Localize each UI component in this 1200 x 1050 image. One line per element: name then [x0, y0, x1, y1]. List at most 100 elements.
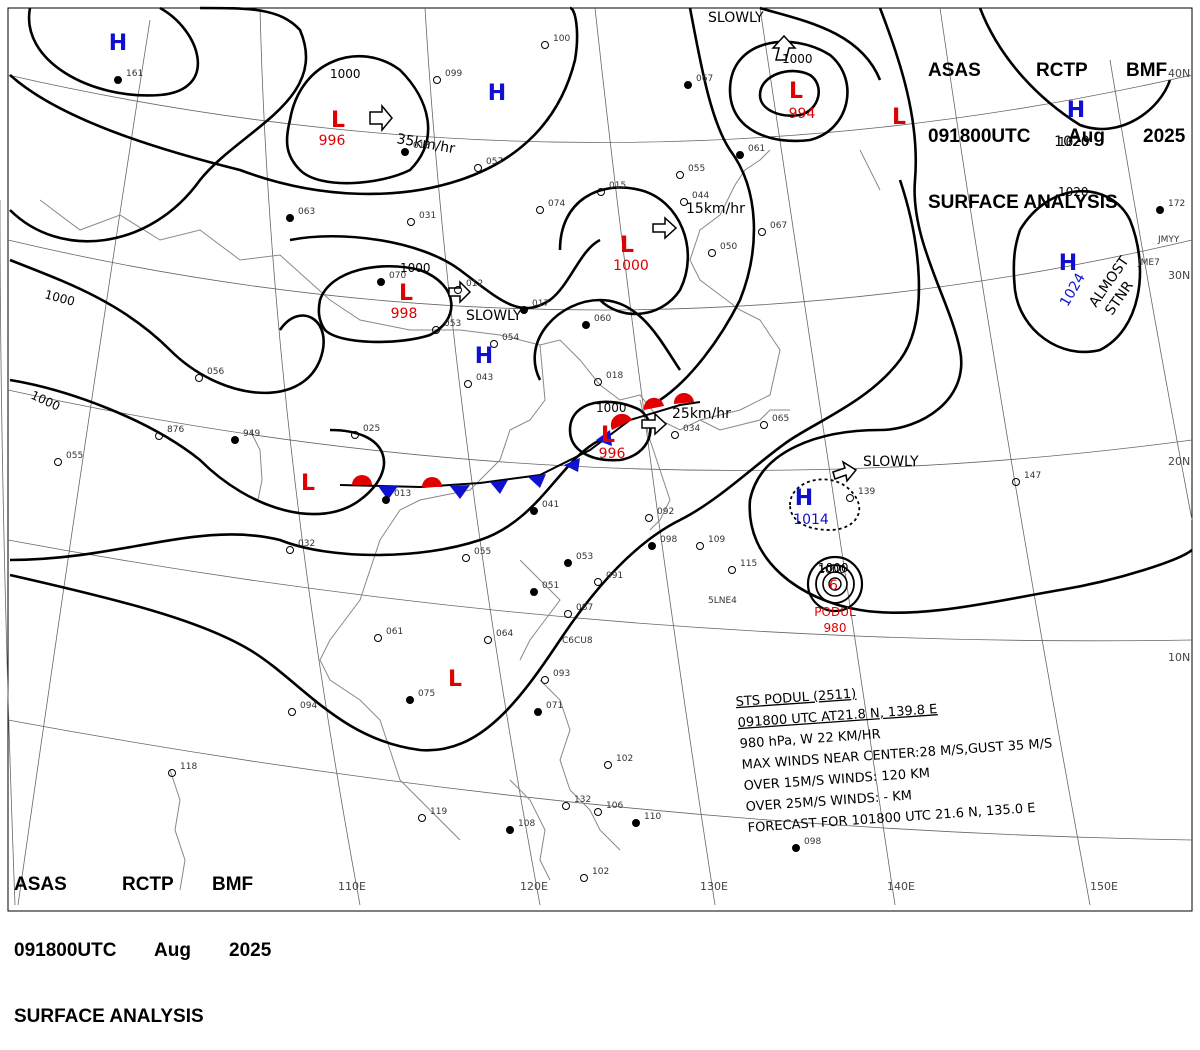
station-value: 063 — [298, 207, 315, 217]
station-marker — [114, 76, 122, 84]
longitude-label: 120E — [520, 880, 548, 893]
low-center-5: L — [620, 233, 634, 258]
movement-label: SLOWLY — [466, 308, 522, 324]
typhoon-isobars — [806, 555, 864, 613]
station-marker — [231, 436, 239, 444]
isobar-label: 1020 — [1058, 135, 1089, 149]
station-marker — [1156, 206, 1164, 214]
station-value: 065 — [772, 414, 789, 424]
station-value: 070 — [389, 271, 406, 281]
parallels — [7, 74, 1193, 841]
station-marker — [490, 340, 498, 348]
station-value: 093 — [553, 669, 570, 679]
station-value: 075 — [418, 689, 435, 699]
station-marker — [671, 431, 679, 439]
typhoon-pressure: 980 — [824, 621, 847, 635]
isobar-label: 1000 — [818, 561, 849, 575]
station-value: 053 — [576, 552, 593, 562]
header-agency: ASAS — [14, 874, 67, 895]
high-center-6: H — [795, 486, 813, 511]
warm-front-segments — [352, 392, 694, 487]
front — [339, 392, 701, 500]
low-center-2: L — [789, 79, 803, 104]
station-marker — [286, 214, 294, 222]
low-center-5-value: 1000 — [613, 258, 649, 274]
station-marker — [432, 326, 440, 334]
station-value: 051 — [542, 581, 559, 591]
station-value: 056 — [207, 367, 224, 377]
station-marker — [582, 321, 590, 329]
station-marker — [728, 566, 736, 574]
station-marker — [846, 494, 854, 502]
latitude-label: 20N — [1168, 455, 1190, 468]
latitude-labels: 40N 30N 20N 10N — [1168, 67, 1190, 664]
station-marker — [433, 76, 441, 84]
low-center-3: L — [892, 105, 906, 130]
station-value: 060 — [594, 314, 611, 324]
high-center-1: H — [109, 31, 127, 56]
station-value: 067 — [696, 74, 713, 84]
station-marker — [195, 374, 203, 382]
header-bottom-left: ASAS RCTP BMF 091800UTC Aug 2025 SURFACE ANA… — [14, 830, 271, 1050]
isobar-label: 1020 — [1058, 185, 1089, 199]
station-value: 055 — [688, 164, 705, 174]
header-title: SURFACE ANALYSIS — [14, 1006, 204, 1027]
station-marker — [462, 554, 470, 562]
station-marker — [155, 432, 163, 440]
latitude-label: 10N — [1168, 651, 1190, 664]
station-value: 064 — [496, 629, 513, 639]
station-value: 099 — [445, 69, 462, 79]
isobar-label: 1000 — [330, 67, 361, 81]
station-value: 172 — [1168, 199, 1185, 209]
station-value: 098 — [660, 535, 677, 545]
station-marker — [1012, 478, 1020, 486]
header-station: RCTP — [122, 874, 174, 895]
station-value: 025 — [363, 424, 380, 434]
station-marker — [418, 814, 426, 822]
station-code: C6CU8 — [562, 636, 593, 646]
station-marker — [506, 826, 514, 834]
header-top-right: ASAS RCTP BMF 091800UTC Aug 2025 SURFACE ANA… — [928, 16, 1185, 236]
station-value: 017 — [532, 299, 549, 309]
station-marker — [474, 164, 482, 172]
low-center-1-value: 996 — [319, 133, 346, 149]
station-value: 034 — [683, 424, 700, 434]
station-value: 041 — [542, 500, 559, 510]
station-value: 115 — [740, 559, 757, 569]
latitude-label: 30N — [1168, 269, 1190, 282]
station-marker — [792, 844, 800, 852]
station-value: 018 — [413, 141, 430, 151]
station-value: 092 — [657, 507, 674, 517]
station-marker — [351, 431, 359, 439]
station-marker — [594, 808, 602, 816]
pressure-center-values: 996 994 1020 998 1000 1024 996 1014 — [319, 106, 1090, 528]
low-center-4: L — [399, 281, 413, 306]
station-marker — [594, 578, 602, 586]
station-marker — [484, 636, 492, 644]
station-value: 074 — [548, 199, 565, 209]
station-value: 012 — [466, 279, 483, 289]
station-value: 147 — [1024, 471, 1041, 481]
station-value: 161 — [126, 69, 143, 79]
low-center-1: L — [331, 108, 345, 133]
station-marker — [406, 696, 414, 704]
station-code: JME7 — [1137, 258, 1160, 268]
station-value: 054 — [502, 333, 519, 343]
station-marker — [288, 708, 296, 716]
station-marker — [382, 496, 390, 504]
typhoon-symbol: 6 — [829, 578, 838, 594]
station-marker — [645, 514, 653, 522]
station-marker — [454, 286, 462, 294]
station-marker — [54, 458, 62, 466]
movement-label: SLOWLY — [863, 454, 919, 470]
station-value: 018 — [606, 371, 623, 381]
station-marker — [648, 542, 656, 550]
station-value: 102 — [616, 754, 633, 764]
station-marker — [541, 676, 549, 684]
station-codes: 5LNE4 C6CU8 JMYY JME7 — [562, 235, 1180, 646]
station-marker — [564, 610, 572, 618]
station-marker — [401, 148, 409, 156]
station-value: 055 — [474, 547, 491, 557]
station-value: 132 — [574, 795, 591, 805]
station-value: 061 — [386, 627, 403, 637]
